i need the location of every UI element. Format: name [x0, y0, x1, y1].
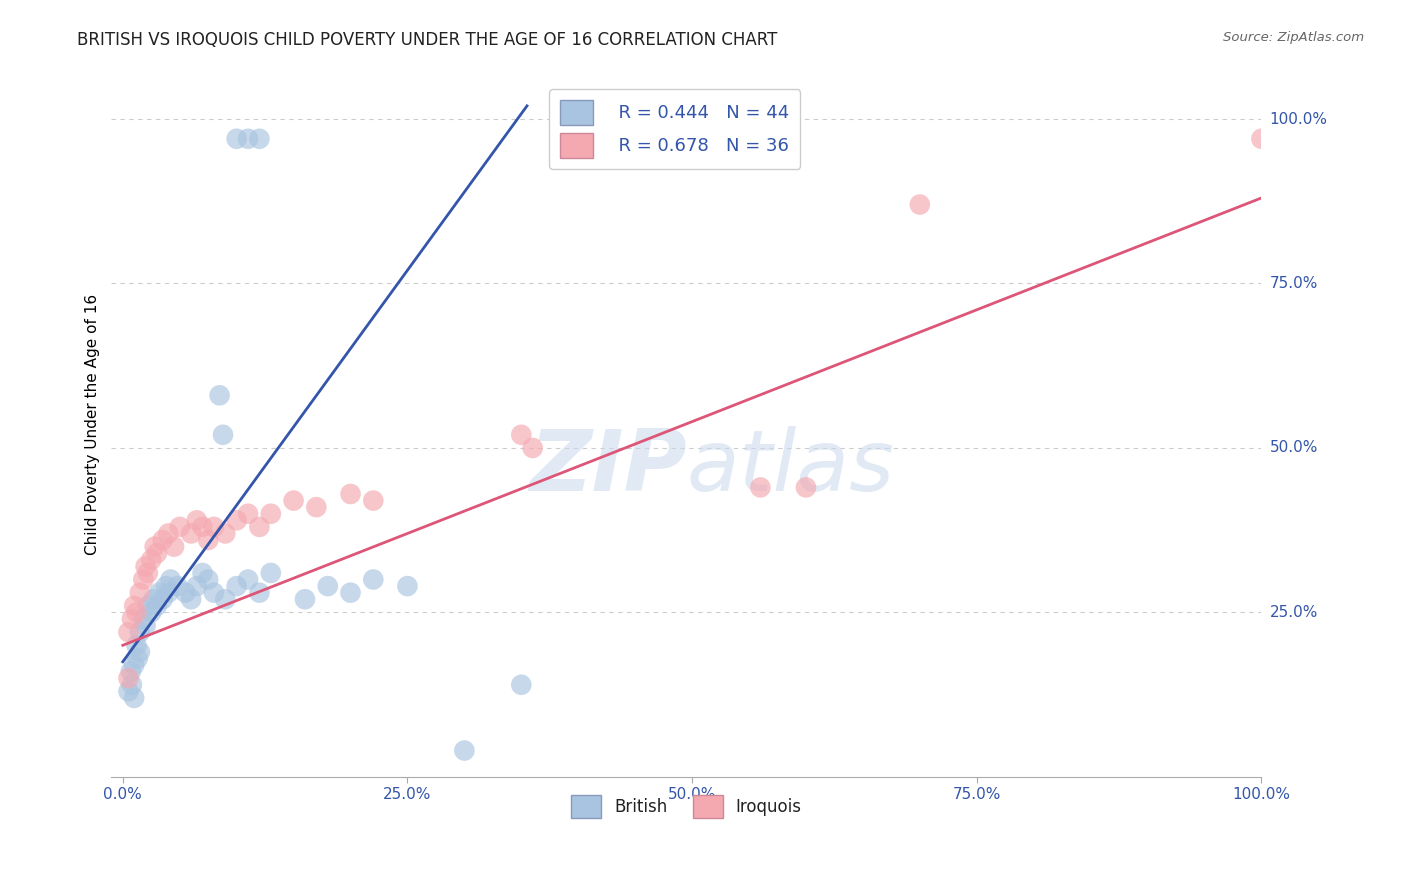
Point: [180, 526, 202, 541]
Y-axis label: Child Poverty Under the Age of 16: Child Poverty Under the Age of 16: [86, 294, 100, 556]
Point: [128, 585, 150, 599]
Point: [794, 480, 817, 494]
Point: [128, 625, 150, 640]
Point: [453, 743, 475, 757]
Point: [141, 553, 163, 567]
Point: [283, 493, 305, 508]
Text: atlas: atlas: [686, 425, 894, 508]
Point: [1250, 132, 1272, 146]
Point: [214, 592, 236, 607]
Point: [214, 526, 236, 541]
Point: [152, 533, 174, 547]
Point: [249, 585, 271, 599]
Point: [212, 427, 235, 442]
Point: [249, 132, 271, 146]
Point: [157, 585, 180, 599]
Point: [225, 513, 247, 527]
Point: [127, 651, 149, 665]
Text: BRITISH VS IROQUOIS CHILD POVERTY UNDER THE AGE OF 16 CORRELATION CHART: BRITISH VS IROQUOIS CHILD POVERTY UNDER …: [77, 31, 778, 49]
Point: [117, 625, 139, 640]
Point: [122, 599, 145, 613]
Point: [236, 507, 259, 521]
Point: [142, 592, 165, 607]
Point: [510, 427, 533, 442]
Point: [749, 480, 772, 494]
Point: [225, 132, 247, 146]
Point: [202, 585, 225, 599]
Point: [146, 599, 169, 613]
Point: [249, 520, 271, 534]
Point: [339, 585, 361, 599]
Point: [122, 690, 145, 705]
Point: [186, 579, 208, 593]
Point: [148, 585, 170, 599]
Point: [135, 618, 157, 632]
Point: [186, 513, 208, 527]
Point: [120, 665, 142, 679]
Point: [191, 566, 214, 580]
Point: [159, 573, 181, 587]
Text: Source: ZipAtlas.com: Source: ZipAtlas.com: [1223, 31, 1364, 45]
Point: [197, 573, 219, 587]
Point: [208, 388, 231, 402]
Point: [132, 612, 155, 626]
Point: [236, 573, 259, 587]
Point: [125, 638, 148, 652]
Point: [225, 579, 247, 593]
Point: [361, 573, 384, 587]
Point: [121, 678, 143, 692]
Point: [136, 599, 159, 613]
Point: [197, 533, 219, 547]
Text: 25.0%: 25.0%: [1270, 605, 1317, 620]
Point: [117, 671, 139, 685]
Text: 50.0%: 50.0%: [1270, 441, 1317, 456]
Point: [316, 579, 339, 593]
Point: [191, 520, 214, 534]
Text: 100.0%: 100.0%: [1270, 112, 1327, 127]
Point: [174, 585, 197, 599]
Legend: British, Iroquois: British, Iroquois: [564, 788, 808, 825]
Point: [202, 520, 225, 534]
Point: [180, 592, 202, 607]
Point: [305, 500, 328, 515]
Point: [128, 645, 150, 659]
Point: [132, 573, 155, 587]
Point: [163, 540, 186, 554]
Text: 75.0%: 75.0%: [1270, 276, 1317, 291]
Text: ZIP: ZIP: [529, 425, 686, 508]
Point: [117, 684, 139, 698]
Point: [260, 566, 283, 580]
Point: [339, 487, 361, 501]
Point: [522, 441, 544, 455]
Point: [146, 546, 169, 560]
Point: [510, 678, 533, 692]
Point: [361, 493, 384, 508]
Point: [125, 606, 148, 620]
Point: [152, 592, 174, 607]
Point: [143, 540, 166, 554]
Point: [122, 658, 145, 673]
Point: [155, 579, 177, 593]
Point: [169, 520, 191, 534]
Point: [136, 566, 159, 580]
Point: [294, 592, 316, 607]
Point: [166, 579, 188, 593]
Point: [236, 132, 259, 146]
Point: [396, 579, 419, 593]
Point: [121, 612, 143, 626]
Point: [157, 526, 180, 541]
Point: [908, 197, 931, 211]
Point: [260, 507, 283, 521]
Point: [135, 559, 157, 574]
Point: [141, 606, 163, 620]
